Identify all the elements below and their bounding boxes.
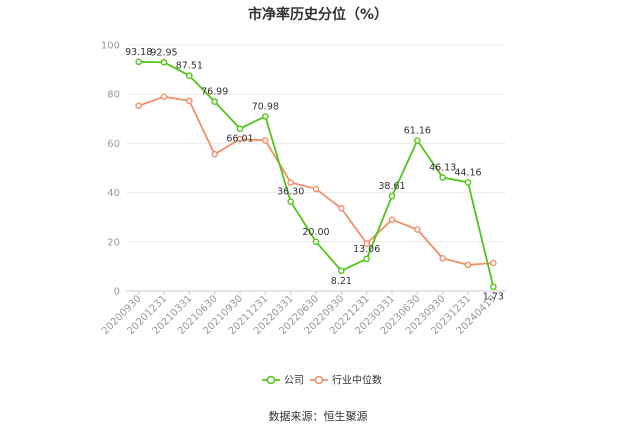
data-label: 70.98: [252, 101, 279, 112]
legend-item-company[interactable]: 公司: [262, 376, 304, 387]
data-point: [388, 216, 396, 223]
data-point: [338, 205, 345, 212]
data-label: 20.00: [302, 227, 329, 238]
data-point: [414, 226, 421, 233]
data-point: [363, 240, 370, 247]
data-point: [186, 97, 193, 105]
y-tick-label: 80: [107, 90, 120, 101]
data-point: [186, 72, 193, 80]
y-tick-label: 100: [101, 41, 120, 52]
y-tick-label: 20: [107, 237, 120, 248]
data-label: 46.13: [429, 163, 456, 174]
data-point: [262, 113, 269, 120]
data-point: [236, 125, 244, 132]
series-industry-median: [135, 93, 497, 269]
chart-title: 市净率历史分位（%）: [248, 6, 388, 23]
data-point: [439, 174, 446, 181]
data-label: 92.95: [150, 47, 177, 58]
data-label: 36.30: [277, 187, 304, 198]
data-point: [287, 179, 294, 186]
legend[interactable]: 公司 行业中位数: [262, 374, 382, 387]
data-point: [439, 254, 446, 262]
data-point: [135, 58, 142, 66]
data-point: [414, 137, 421, 144]
legend-label: 行业中位数: [332, 374, 382, 387]
data-label: 8.21: [331, 276, 352, 287]
data-label: 87.51: [176, 61, 203, 72]
y-axis-ticks: 0 20 40 60 80 100: [101, 41, 120, 298]
data-point: [135, 102, 142, 110]
data-label: 93.18: [125, 47, 152, 58]
data-point: [490, 259, 497, 267]
data-point: [312, 185, 320, 193]
data-point: [464, 261, 472, 269]
legend-item-industry-median[interactable]: 行业中位数: [310, 374, 382, 387]
data-point: [388, 192, 396, 200]
legend-label: 公司: [284, 376, 304, 387]
data-point: [262, 137, 269, 144]
data-label: 66.01: [226, 134, 253, 145]
data-point: [287, 198, 294, 206]
y-tick-label: 60: [107, 139, 120, 150]
data-label: 76.99: [201, 87, 228, 98]
data-label: 61.16: [404, 126, 431, 137]
y-tick-label: 0: [114, 287, 120, 298]
data-point: [211, 98, 218, 105]
data-point: [160, 93, 168, 100]
data-point: [363, 255, 370, 263]
data-label: 1.73: [483, 292, 504, 303]
y-tick-label: 40: [107, 188, 120, 199]
data-point: [160, 59, 168, 66]
data-point: [211, 150, 218, 158]
data-point: [338, 267, 345, 275]
data-point: [236, 135, 244, 143]
data-label: 13.06: [353, 244, 380, 255]
data-point: [490, 283, 497, 291]
data-label: 38.61: [378, 181, 405, 192]
legend-swatch-marker: [266, 375, 276, 385]
x-axis: 2020093020201231202103312021063020210930…: [100, 291, 498, 337]
data-source: 数据来源：恒生聚源: [269, 409, 368, 423]
data-label: 44.16: [454, 167, 481, 178]
legend-swatch-marker: [314, 375, 324, 385]
data-point: [464, 179, 472, 186]
series-line: [138, 60, 495, 287]
data-point: [312, 238, 320, 246]
